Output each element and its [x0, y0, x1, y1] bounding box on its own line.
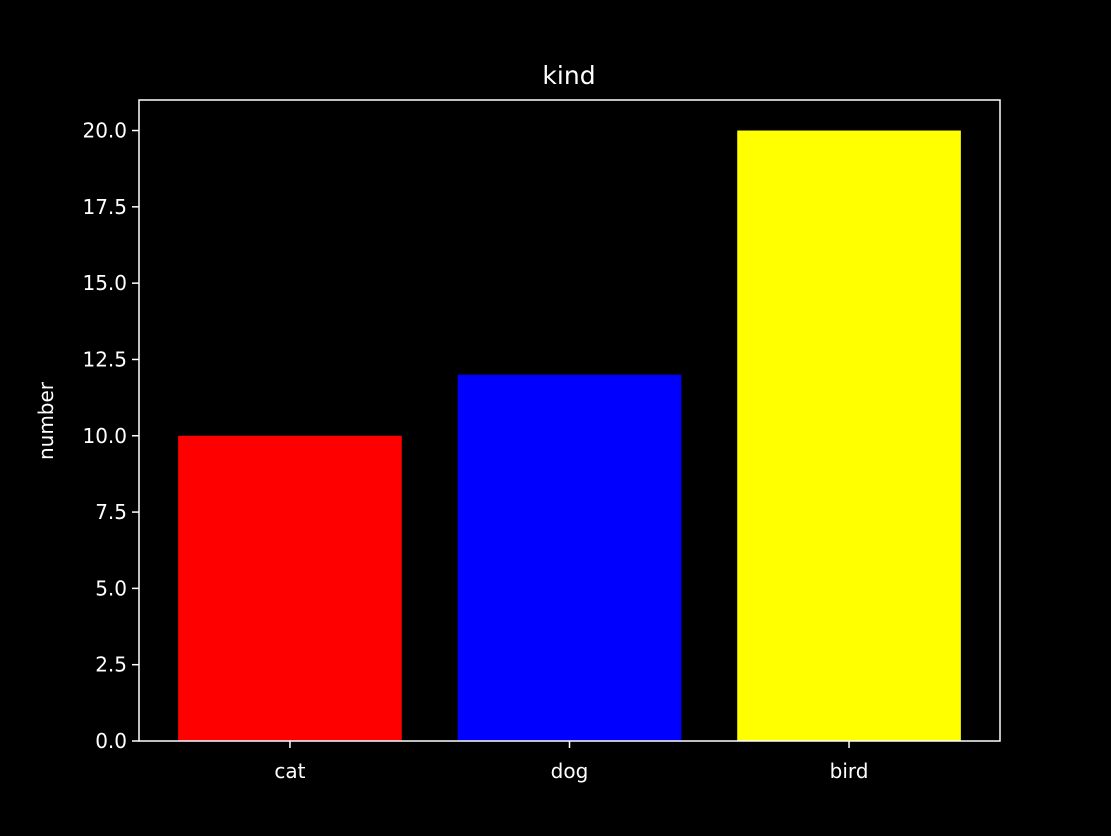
y-tick-label: 17.5 — [82, 195, 127, 219]
y-tick-label: 20.0 — [82, 119, 127, 143]
x-tick-label-bird: bird — [830, 759, 869, 783]
x-tick-label-dog: dog — [551, 759, 589, 783]
y-tick-label: 0.0 — [95, 729, 127, 753]
y-tick-label: 5.0 — [95, 576, 127, 600]
chart-title: kind — [542, 61, 595, 90]
y-tick-label: 7.5 — [95, 500, 127, 524]
y-tick-label: 2.5 — [95, 653, 127, 677]
bar-bird — [737, 130, 961, 741]
y-tick-label: 10.0 — [82, 424, 127, 448]
bars-group — [178, 130, 961, 741]
x-axis-ticks: cat dog bird — [274, 741, 868, 783]
plot-area-frame — [138, 99, 1001, 742]
y-axis-label: number — [34, 381, 58, 460]
x-tick-label-cat: cat — [274, 759, 305, 783]
bar-dog — [457, 374, 682, 741]
y-tick-label: 12.5 — [82, 347, 127, 371]
y-tick-label: 15.0 — [82, 271, 127, 295]
y-axis-ticks: 0.0 2.5 5.0 7.5 10.0 12.5 15.0 17.5 20.0 — [82, 119, 139, 753]
bar-cat — [178, 435, 402, 741]
